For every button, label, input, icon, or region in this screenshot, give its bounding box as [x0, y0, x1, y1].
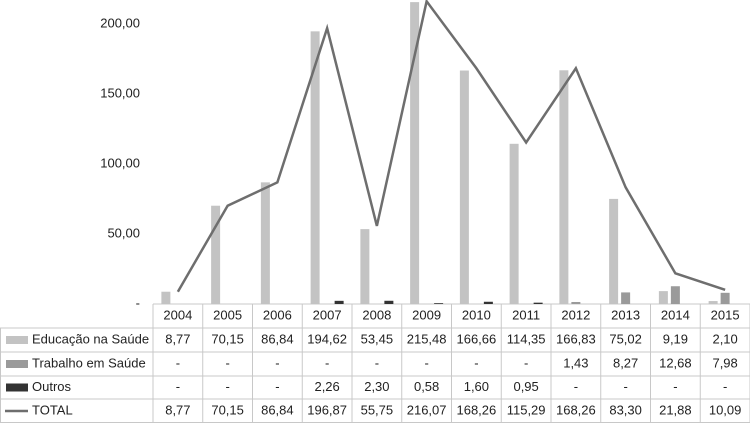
bar	[609, 198, 619, 304]
table-cell: -	[673, 379, 677, 394]
table-cell: -	[225, 379, 229, 394]
bar	[708, 301, 718, 304]
y-tick-label: 150,00	[100, 85, 140, 100]
y-tick-label: -	[136, 295, 140, 310]
table-cell: 70,15	[211, 331, 244, 346]
line	[176, 0, 726, 293]
table-cell: 12,68	[659, 355, 692, 370]
legend-swatch	[6, 336, 28, 344]
table-cell: -	[524, 355, 528, 370]
y-tick-label: 200,00	[100, 15, 140, 30]
table-cell: -	[623, 379, 627, 394]
x-tick-label: 2014	[661, 307, 690, 322]
bar	[670, 286, 680, 304]
table-cell: 168,26	[556, 402, 596, 417]
x-tick-label: 2005	[213, 307, 242, 322]
bar	[260, 182, 270, 304]
table-cell: 0,95	[513, 379, 538, 394]
table-cell: -	[275, 379, 279, 394]
y-tick-label: 100,00	[100, 155, 140, 170]
legend-label: Outros	[32, 379, 72, 394]
table-cell: -	[424, 355, 428, 370]
table-cell: -	[325, 355, 329, 370]
table-cell: 114,35	[507, 331, 546, 346]
x-tick-label: 2008	[362, 307, 391, 322]
legend-swatch	[6, 383, 28, 392]
legend-label: Trabalho em Saúde	[32, 355, 146, 370]
table-cell: -	[723, 379, 727, 394]
table-cell: 216,07	[407, 402, 447, 417]
x-tick-label: 2004	[163, 307, 192, 322]
table-cell: 83,30	[609, 402, 642, 417]
table-cell: 10,09	[709, 402, 742, 417]
table-cell: 55,75	[361, 402, 394, 417]
bar	[410, 2, 420, 305]
table-cell: 75,02	[609, 331, 642, 346]
table-cell: -	[176, 379, 180, 394]
x-tick-label: 2012	[561, 307, 590, 322]
x-tick-label: 2011	[512, 307, 540, 322]
table-cell: -	[176, 355, 180, 370]
x-tick-label: 2007	[313, 307, 342, 322]
table-cell: 8,27	[613, 355, 638, 370]
legend-label: TOTAL	[32, 402, 73, 417]
bar	[571, 301, 581, 304]
table-cell: 168,26	[456, 402, 496, 417]
table-cell: 70,15	[211, 402, 244, 417]
x-tick-label: 2013	[611, 307, 640, 322]
bar	[434, 303, 444, 304]
legend-label: Educação na Saúde	[32, 331, 149, 346]
table-cell: 86,84	[261, 331, 294, 346]
table-cell: 8,77	[165, 402, 190, 417]
bar	[310, 31, 320, 304]
table-cell: 1,60	[464, 379, 489, 394]
x-tick-label: 2009	[412, 307, 441, 322]
table-cell: 196,87	[307, 402, 347, 417]
x-tick-label: 2006	[263, 307, 292, 322]
bar	[384, 300, 394, 304]
table-cell: 53,45	[361, 331, 394, 346]
table-cell: 21,88	[659, 402, 692, 417]
table-cell: -	[574, 379, 578, 394]
x-tick-label: 2015	[711, 307, 740, 322]
table-cell: 166,83	[556, 331, 596, 346]
y-tick-label: 50,00	[107, 225, 140, 240]
table-cell: 86,84	[261, 402, 294, 417]
table-cell: 2,30	[364, 379, 389, 394]
bar	[211, 205, 221, 304]
table-cell: 215,48	[407, 331, 447, 346]
table-cell: -	[275, 355, 279, 370]
table-cell: 194,62	[307, 331, 347, 346]
table-cell: 9,19	[663, 331, 688, 346]
table-cell: -	[474, 355, 478, 370]
bar	[559, 70, 569, 304]
table-cell: 2,10	[712, 331, 737, 346]
x-tick-label: 2010	[462, 307, 491, 322]
table-cell: 1,43	[563, 355, 588, 370]
table-cell: -	[375, 355, 379, 370]
bar	[621, 292, 631, 304]
legend-swatch	[6, 360, 28, 368]
table-cell: 7,98	[712, 355, 737, 370]
bar	[334, 300, 344, 304]
table-cell: -	[225, 355, 229, 370]
bar	[483, 301, 493, 304]
bar	[533, 302, 543, 304]
table-cell: 2,26	[314, 379, 339, 394]
table-cell: 8,77	[165, 331, 190, 346]
table-cell: 115,29	[507, 402, 546, 417]
table-cell: 166,66	[456, 331, 496, 346]
bar	[161, 291, 171, 304]
bar	[720, 292, 730, 304]
bar	[658, 291, 668, 304]
table-cell: 0,58	[414, 379, 439, 394]
bar	[360, 229, 370, 304]
bar	[459, 70, 469, 304]
bar	[509, 143, 519, 304]
